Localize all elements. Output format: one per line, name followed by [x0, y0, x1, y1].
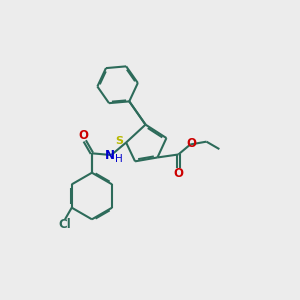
Text: N: N — [105, 148, 115, 161]
Text: O: O — [187, 136, 197, 149]
Text: Cl: Cl — [58, 218, 71, 231]
Text: O: O — [173, 167, 183, 180]
Text: O: O — [78, 129, 88, 142]
Text: H: H — [115, 154, 123, 164]
Text: S: S — [116, 136, 124, 146]
